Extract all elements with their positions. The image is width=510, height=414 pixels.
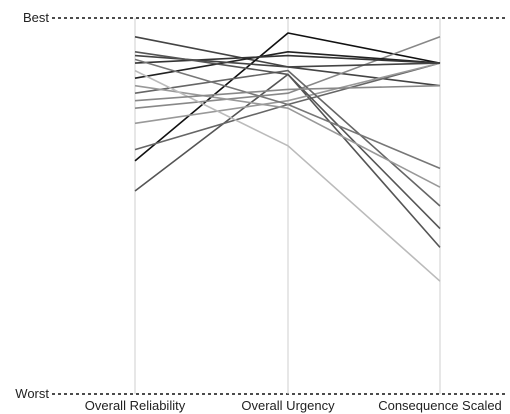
axis-label-overall-urgency: Overall Urgency	[241, 398, 335, 413]
series-line-13	[134, 84, 441, 188]
series-lines	[134, 32, 441, 282]
series-line-9	[134, 54, 441, 64]
worst-label: Worst	[15, 386, 49, 401]
best-label: Best	[23, 10, 49, 25]
reference-lines	[52, 17, 505, 395]
series-line-15	[134, 84, 441, 102]
series-line-11	[134, 51, 441, 230]
series-line-5	[134, 62, 441, 125]
labels: Best Worst Overall Reliability Overall U…	[15, 10, 502, 413]
axis-label-overall-reliability: Overall Reliability	[85, 398, 186, 413]
series-line-12	[134, 58, 441, 170]
series-line-6	[134, 36, 441, 109]
axis-label-consequence-scaled: Consequence Scaled	[378, 398, 502, 413]
series-line-14	[134, 69, 441, 282]
series-line-3	[134, 32, 441, 162]
series-line-8	[134, 50, 441, 79]
